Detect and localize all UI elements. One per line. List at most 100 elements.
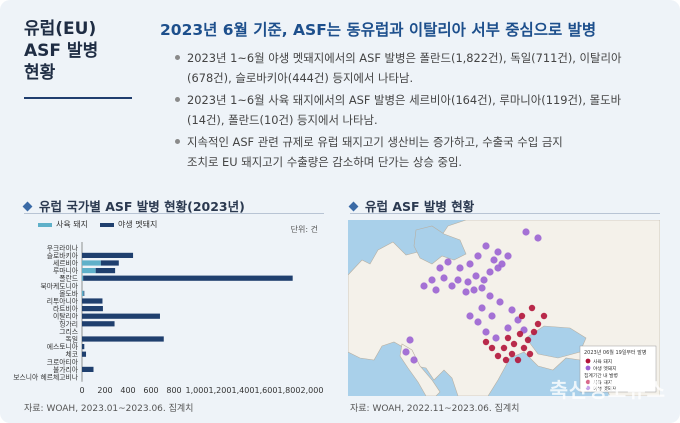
x-tick-label: 1,400 <box>232 386 255 395</box>
side-title-line: ASF 발병 <box>24 41 99 61</box>
wild-outbreak-marker <box>444 258 452 266</box>
x-tick-label: 400 <box>120 386 135 395</box>
wild-outbreak-marker <box>436 264 444 272</box>
domestic-outbreak-marker <box>526 350 534 358</box>
europe-map: 2023년 06월 19일부터 발병 사육 돼지 야생 멧돼지 집계기간 내 발… <box>348 220 660 396</box>
bullet-line: 2023년 1~6월 야생 멧돼지에서의 ASF 발병은 폴란드(1,822건)… <box>187 51 622 65</box>
wild-outbreak-marker <box>488 312 496 320</box>
category-label: 우크라이나 <box>47 243 79 252</box>
bar-segment <box>82 313 160 319</box>
category-label: 에스토니아 <box>47 342 79 351</box>
wild-outbreak-marker <box>432 286 440 294</box>
category-label: 불가리아 <box>53 365 79 374</box>
wild-outbreak-marker <box>454 276 462 284</box>
chart-section-label: 유럽 국가별 ASF 발병 현황(2023년) <box>39 199 245 214</box>
map-legend: 2023년 06월 19일부터 발병 사육 돼지 야생 멧돼지 집계기간 내 발… <box>579 345 657 393</box>
bullet-line: 지속적인 ASF 관련 규제로 유럽 돼지고기 생산비는 증가하고, 수출국 수… <box>187 135 563 149</box>
wild-outbreak-marker <box>466 260 474 268</box>
map-legend-label: 야생 멧돼지 <box>593 365 617 372</box>
map-section-label: 유럽 ASF 발병 현황 <box>365 199 475 214</box>
bullet-line: 조치로 EU 돼지고기 수출량은 감소하며 단가는 상승 중임. <box>187 155 463 169</box>
bar-segment <box>82 351 87 357</box>
bar-segment <box>82 260 101 266</box>
wild-outbreak-marker <box>482 242 490 250</box>
wild-outbreak-marker <box>464 278 472 286</box>
category-label: 그리스 <box>59 327 78 336</box>
wild-outbreak-marker <box>410 356 418 364</box>
legend-dot-wild-period <box>585 385 591 391</box>
map-legend-label: 사육 돼지 <box>593 358 612 365</box>
legend-swatch <box>100 223 114 227</box>
side-title-line: 유럽(EU) <box>24 19 97 39</box>
category-label: 크로아티아 <box>47 357 79 366</box>
map-legend-label: 집계기간 내 발병 <box>584 372 618 379</box>
bullet-line: 2023년 1~6월 사육 돼지에서의 ASF 발병은 세르비아(164건), … <box>187 93 622 107</box>
x-tick-label: 1,200 <box>209 386 232 395</box>
domestic-outbreak-marker <box>530 328 538 336</box>
wild-outbreak-marker <box>490 256 498 264</box>
bullet-list: 2023년 1~6월 야생 멧돼지에서의 ASF 발병은 폴란드(1,822건)… <box>175 48 665 174</box>
wild-outbreak-marker <box>534 234 542 242</box>
wild-outbreak-marker <box>494 248 502 256</box>
unit-label: 단위: 건 <box>291 224 318 234</box>
chart-section-rule <box>24 213 324 214</box>
wild-outbreak-marker <box>480 276 488 284</box>
category-label: 이탈리아 <box>53 312 79 321</box>
x-tick-label: 200 <box>97 386 112 395</box>
side-title: 유럽(EU) ASF 발병 현황 <box>24 18 98 84</box>
category-label: 체코 <box>65 351 78 359</box>
map-legend-label: 야생 멧돼지 <box>593 385 617 392</box>
bar-segment <box>100 260 119 266</box>
x-tick-label: 2,000 <box>301 386 324 395</box>
bar-segment <box>83 275 293 281</box>
category-label: 라트비아 <box>53 304 79 313</box>
wild-outbreak-marker <box>486 292 494 300</box>
bullet-item: 2023년 1~6월 사육 돼지에서의 ASF 발병은 세르비아(164건), … <box>175 90 665 130</box>
baltic-sea <box>413 225 467 265</box>
wild-outbreak-marker <box>478 304 486 312</box>
watermark-logo: 축산정보뉴스 <box>549 378 666 402</box>
x-tick-label: 0 <box>79 386 84 395</box>
domestic-outbreak-marker <box>520 344 528 352</box>
category-label: 북마케도니아 <box>40 281 78 290</box>
legend-dot-domestic-period <box>585 379 591 385</box>
wild-outbreak-marker <box>440 274 448 282</box>
black-sea <box>525 325 587 359</box>
domestic-outbreak-marker <box>482 338 490 346</box>
domestic-outbreak-marker <box>516 330 524 338</box>
x-tick-label: 800 <box>166 386 181 395</box>
bar-segment <box>95 268 116 274</box>
wild-outbreak-marker <box>456 264 464 272</box>
domestic-outbreak-marker <box>534 320 542 328</box>
domestic-outbreak-marker <box>508 350 516 358</box>
wild-outbreak-marker <box>470 286 478 294</box>
side-title-underline <box>24 97 132 99</box>
bar-segment <box>82 366 94 372</box>
wild-outbreak-marker <box>474 252 482 260</box>
domestic-outbreak-marker <box>540 312 548 320</box>
domestic-outbreak-marker <box>488 344 496 352</box>
map-legend-title: 2023년 06월 19일부터 발병 <box>584 349 646 356</box>
category-label: 폴란드 <box>59 275 78 283</box>
wild-outbreak-marker <box>504 252 512 260</box>
legend-dot-domestic <box>585 358 591 364</box>
headline: 2023년 6월 기준, ASF는 동유럽과 이탈리아 서부 중심으로 발병 <box>160 21 597 39</box>
bar-segment <box>82 290 84 296</box>
domestic-outbreak-marker <box>524 336 532 344</box>
category-label: 슬로바키아 <box>47 251 79 260</box>
domestic-outbreak-marker <box>502 356 510 364</box>
bar-segment <box>82 268 96 274</box>
wild-outbreak-marker <box>462 288 470 296</box>
category-label: 독일 <box>65 335 78 344</box>
domestic-outbreak-marker <box>528 304 536 312</box>
bar-segment <box>82 252 134 258</box>
bar-segment <box>83 290 85 296</box>
wild-outbreak-marker <box>508 306 516 314</box>
wild-outbreak-marker <box>474 318 482 326</box>
x-tick-label: 600 <box>143 386 158 395</box>
category-label: 리투아니아 <box>47 297 79 306</box>
bar-segment <box>82 275 84 281</box>
x-tick-label: 1,000 <box>186 386 209 395</box>
bullet-item: 2023년 1~6월 야생 멧돼지에서의 ASF 발병은 폴란드(1,822건)… <box>175 48 665 88</box>
map-section-rule <box>350 213 660 214</box>
